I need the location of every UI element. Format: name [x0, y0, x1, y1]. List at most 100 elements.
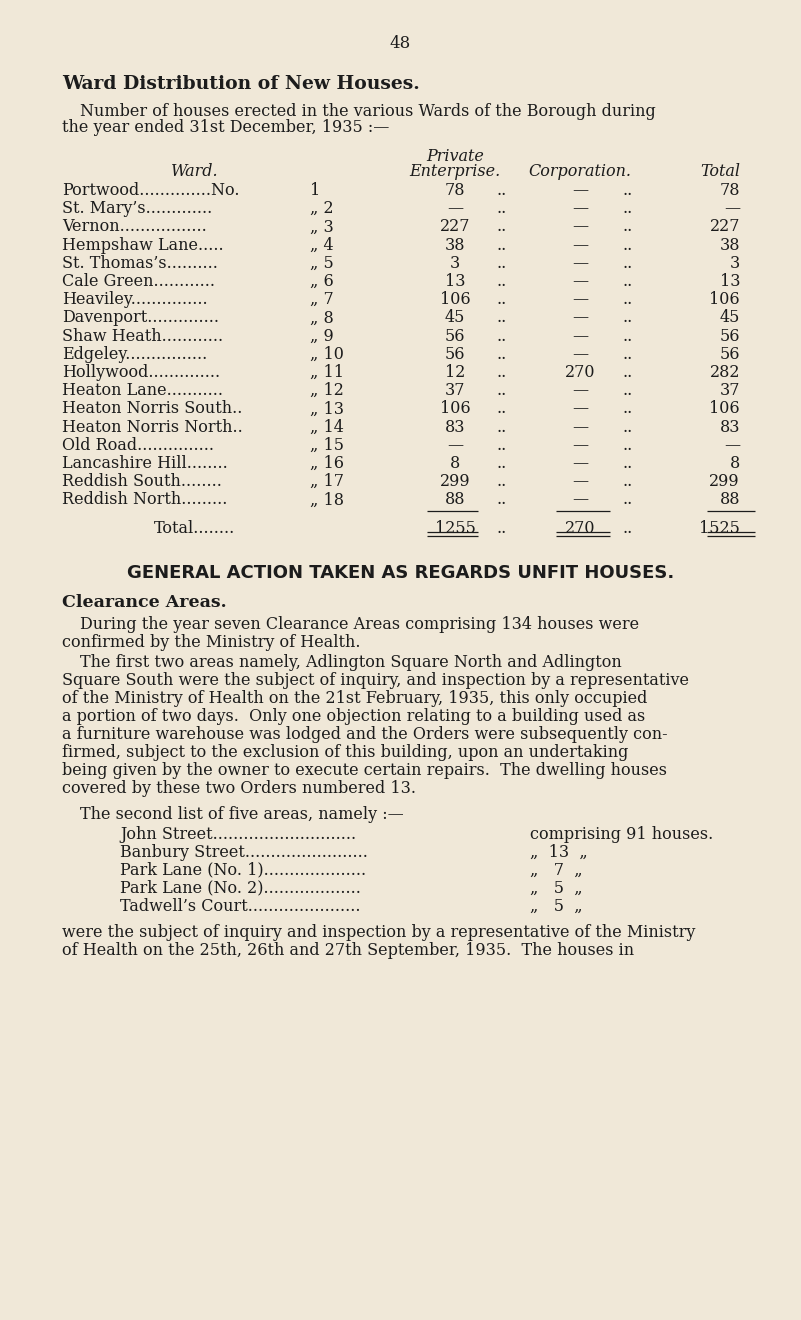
Text: —: — [724, 437, 740, 454]
Text: 88: 88 [445, 491, 465, 508]
Text: Total: Total [700, 162, 740, 180]
Text: were the subject of inquiry and inspection by a representative of the Ministry: were the subject of inquiry and inspecti… [62, 924, 695, 941]
Text: 227: 227 [710, 218, 740, 235]
Text: 299: 299 [710, 473, 740, 490]
Text: 37: 37 [445, 383, 465, 399]
Text: John Street............................: John Street............................ [120, 825, 356, 842]
Text: ..: .. [497, 473, 507, 490]
Text: „ 7: „ 7 [310, 292, 334, 308]
Text: „ 8: „ 8 [310, 309, 334, 326]
Text: —: — [572, 327, 588, 345]
Text: 227: 227 [440, 218, 470, 235]
Text: 56: 56 [719, 346, 740, 363]
Text: Vernon.................: Vernon................. [62, 218, 207, 235]
Text: „ 9: „ 9 [310, 327, 334, 345]
Text: being given by the owner to execute certain repairs.  The dwelling houses: being given by the owner to execute cert… [62, 762, 667, 779]
Text: The first two areas namely, Adlington Square North and Adlington: The first two areas namely, Adlington Sq… [80, 653, 622, 671]
Text: „   5  „: „ 5 „ [530, 879, 582, 896]
Text: ..: .. [623, 292, 633, 308]
Text: covered by these two Orders numbered 13.: covered by these two Orders numbered 13. [62, 780, 416, 796]
Text: firmed, subject to the exclusion of this building, upon an undertaking: firmed, subject to the exclusion of this… [62, 743, 628, 760]
Text: St. Thomas’s..........: St. Thomas’s.......... [62, 255, 218, 272]
Text: ..: .. [623, 236, 633, 253]
Text: —: — [572, 309, 588, 326]
Text: 106: 106 [440, 292, 470, 308]
Text: Shaw Heath............: Shaw Heath............ [62, 327, 223, 345]
Text: ..: .. [623, 201, 633, 218]
Text: 78: 78 [719, 182, 740, 199]
Text: —: — [572, 491, 588, 508]
Text: ..: .. [497, 273, 507, 290]
Text: 13: 13 [719, 273, 740, 290]
Text: Private: Private [426, 148, 484, 165]
Text: Ward.: Ward. [171, 162, 219, 180]
Text: ..: .. [623, 255, 633, 272]
Text: ..: .. [497, 255, 507, 272]
Text: 37: 37 [719, 383, 740, 399]
Text: a furniture warehouse was lodged and the Orders were subsequently con­: a furniture warehouse was lodged and the… [62, 726, 667, 743]
Text: —: — [572, 437, 588, 454]
Text: ..: .. [623, 418, 633, 436]
Text: ..: .. [497, 182, 507, 199]
Text: ..: .. [623, 520, 633, 537]
Text: 83: 83 [719, 418, 740, 436]
Text: 38: 38 [719, 236, 740, 253]
Text: Portwood..............No.: Portwood..............No. [62, 182, 239, 199]
Text: „ 5: „ 5 [310, 255, 334, 272]
Text: ..: .. [497, 400, 507, 417]
Text: Total........: Total........ [155, 520, 235, 537]
Text: ..: .. [497, 455, 507, 473]
Text: ..: .. [497, 236, 507, 253]
Text: of the Ministry of Health on the 21st February, 1935, this only occupied: of the Ministry of Health on the 21st Fe… [62, 689, 647, 706]
Text: Edgeley................: Edgeley................ [62, 346, 207, 363]
Text: —: — [572, 182, 588, 199]
Text: —: — [572, 255, 588, 272]
Text: Corporation.: Corporation. [529, 162, 631, 180]
Text: 8: 8 [730, 455, 740, 473]
Text: During the year seven Clearance Areas comprising 134 houses were: During the year seven Clearance Areas co… [80, 615, 639, 632]
Text: 270: 270 [565, 364, 595, 381]
Text: Davenport..............: Davenport.............. [62, 309, 219, 326]
Text: 13: 13 [445, 273, 465, 290]
Text: St. Mary’s.............: St. Mary’s............. [62, 201, 212, 218]
Text: Hollywood..............: Hollywood.............. [62, 364, 220, 381]
Text: ..: .. [623, 473, 633, 490]
Text: ..: .. [623, 218, 633, 235]
Text: Square South were the subject of inquiry, and inspection by a representative: Square South were the subject of inquiry… [62, 672, 689, 689]
Text: 48: 48 [390, 36, 411, 51]
Text: ..: .. [497, 292, 507, 308]
Text: —: — [572, 418, 588, 436]
Text: of Health on the 25th, 26th and 27th September, 1935.  The houses in: of Health on the 25th, 26th and 27th Sep… [62, 941, 634, 958]
Text: „   7  „: „ 7 „ [530, 862, 582, 879]
Text: Reddish North.........: Reddish North......... [62, 491, 227, 508]
Text: „ 13: „ 13 [310, 400, 344, 417]
Text: „ 15: „ 15 [310, 437, 344, 454]
Text: Ward Distribution of New Houses.: Ward Distribution of New Houses. [62, 75, 420, 92]
Text: ..: .. [497, 327, 507, 345]
Text: —: — [447, 201, 463, 218]
Text: —: — [572, 236, 588, 253]
Text: 1: 1 [310, 182, 320, 199]
Text: 3: 3 [730, 255, 740, 272]
Text: Heaton Norris North..: Heaton Norris North.. [62, 418, 243, 436]
Text: Hempshaw Lane.....: Hempshaw Lane..... [62, 236, 223, 253]
Text: Clearance Areas.: Clearance Areas. [62, 594, 227, 611]
Text: 12: 12 [445, 364, 465, 381]
Text: ..: .. [623, 400, 633, 417]
Text: Heaton Norris South..: Heaton Norris South.. [62, 400, 243, 417]
Text: ..: .. [497, 491, 507, 508]
Text: —: — [572, 218, 588, 235]
Text: ..: .. [623, 273, 633, 290]
Text: „ 3: „ 3 [310, 218, 334, 235]
Text: GENERAL ACTION TAKEN AS REGARDS UNFIT HOUSES.: GENERAL ACTION TAKEN AS REGARDS UNFIT HO… [127, 564, 674, 582]
Text: —: — [572, 273, 588, 290]
Text: Lancashire Hill........: Lancashire Hill........ [62, 455, 227, 473]
Text: ..: .. [497, 346, 507, 363]
Text: —: — [447, 437, 463, 454]
Text: 56: 56 [445, 327, 465, 345]
Text: —: — [572, 292, 588, 308]
Text: 88: 88 [719, 491, 740, 508]
Text: „ 14: „ 14 [310, 418, 344, 436]
Text: ..: .. [623, 383, 633, 399]
Text: „ 11: „ 11 [310, 364, 344, 381]
